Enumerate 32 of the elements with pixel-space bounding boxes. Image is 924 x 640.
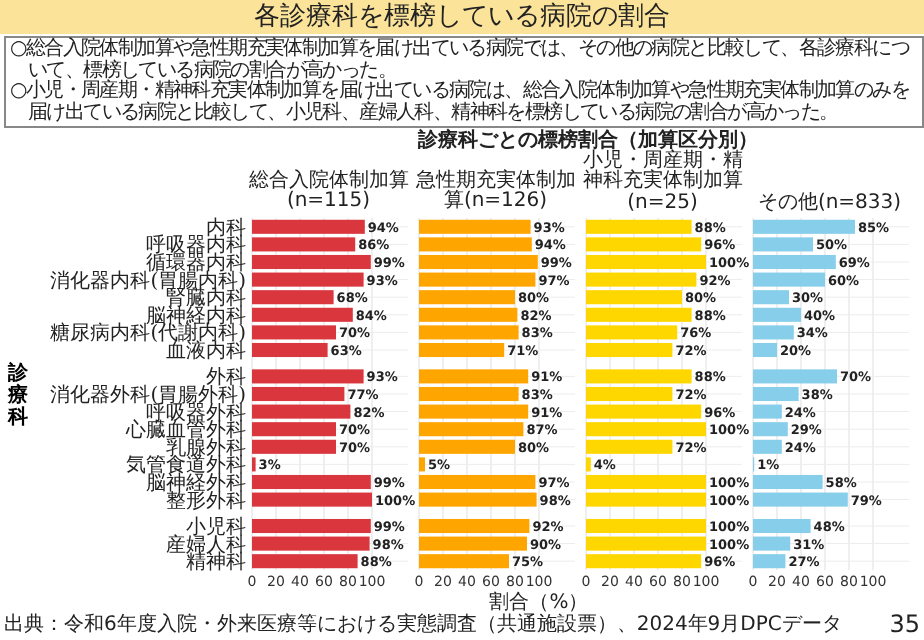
chart-title: 急性期充実体制加算(n=126) xyxy=(413,170,578,214)
bar xyxy=(586,474,706,490)
y-tick-label: 整形外科 xyxy=(166,488,246,513)
bar xyxy=(252,254,371,270)
source-note: 出典：令和6年度入院・外来医療等における実態調査（共通施設票）、2024年9月DPCデータ xyxy=(4,614,842,638)
bar xyxy=(753,254,836,270)
bar xyxy=(586,386,673,402)
bar xyxy=(252,369,364,384)
bar xyxy=(419,254,538,270)
chart-title: 総合入院体制加算(n=115) xyxy=(246,170,411,214)
bar xyxy=(252,474,371,490)
bar xyxy=(753,386,799,402)
y-tick-label: 内科 xyxy=(206,215,246,240)
bar xyxy=(753,369,837,384)
chart-title: 小児・周産期・精神科充実体制加算(n=25) xyxy=(582,150,743,215)
x-axis-title: 割合（%） xyxy=(489,590,589,614)
bar xyxy=(252,386,345,402)
text: ○総合入院体制加算や急性期充実体制加算を届け出ている病院では、その他の病院と比較して、各診療科について、標榜している病院の割合が高かった。 xyxy=(10,38,912,82)
bar xyxy=(419,386,519,402)
text: 診療科ごとの標榜割合（加算区分別） xyxy=(415,130,760,152)
y-tick-label: 血液内科 xyxy=(166,339,246,363)
text: 35 xyxy=(889,610,920,638)
bar xyxy=(419,369,529,384)
bar xyxy=(419,474,536,490)
y-tick-label: 乳腺外科 xyxy=(166,435,246,460)
chart-title: その他(n=833) xyxy=(755,192,904,215)
y-axis-title: 診療科 xyxy=(6,361,30,429)
bar xyxy=(586,254,706,270)
bar xyxy=(586,369,692,384)
text: ○小児・周産期・精神科充実体制加算を届け出ている病院は、総合入院体制加算や急性期充実体制加算のみを届け出ている病院と比較して、小児科、産婦人科、精神科を標榜している病院の割合が高かった。 xyxy=(10,80,912,125)
text: 各診療科を標榜している病院の割合 xyxy=(0,0,924,34)
bar xyxy=(753,474,823,490)
